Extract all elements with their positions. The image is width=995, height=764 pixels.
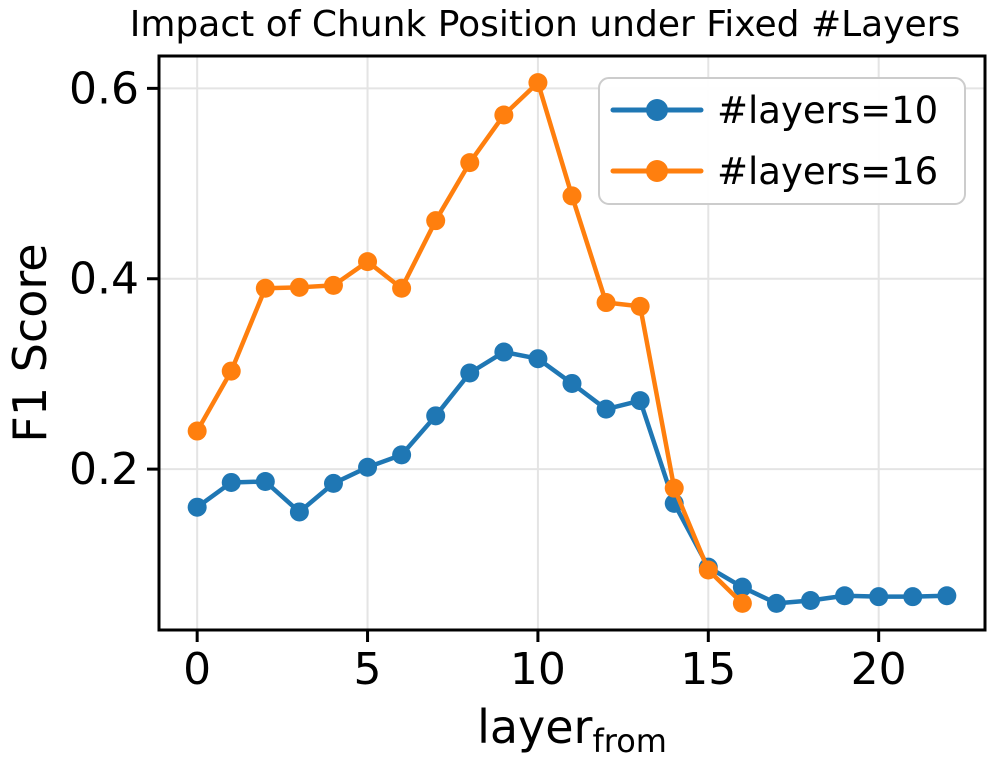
data-point-marker xyxy=(562,373,582,393)
x-tick-label: 15 xyxy=(680,644,736,695)
legend-marker xyxy=(646,160,668,182)
data-point-marker xyxy=(528,73,548,93)
data-point-marker xyxy=(494,105,514,125)
legend-label: #layers=16 xyxy=(717,150,938,193)
data-point-marker xyxy=(903,587,923,607)
data-point-marker xyxy=(869,587,889,607)
x-tick-label: 0 xyxy=(183,644,211,695)
y-tick-label: 0.4 xyxy=(69,254,139,305)
data-point-marker xyxy=(323,275,343,295)
data-point-marker xyxy=(460,363,480,383)
x-axis-label-main: layer xyxy=(477,700,593,754)
axes-frame xyxy=(157,54,987,632)
x-tick-label: 20 xyxy=(851,644,907,695)
data-point-marker xyxy=(630,391,650,411)
data-point-marker xyxy=(426,211,446,231)
data-point-marker xyxy=(562,186,582,206)
data-point-marker xyxy=(937,586,957,606)
legend-label: #layers=10 xyxy=(717,89,938,132)
data-point-marker xyxy=(630,296,650,316)
x-axis-label-subscript: from xyxy=(592,722,667,760)
data-point-marker xyxy=(732,577,752,597)
legend-marker xyxy=(646,99,668,121)
data-point-marker xyxy=(358,457,378,477)
data-point-marker xyxy=(766,593,786,613)
x-tick-label: 5 xyxy=(354,644,382,695)
data-point-marker xyxy=(494,342,514,362)
data-point-marker xyxy=(289,277,309,297)
y-tick-label: 0.2 xyxy=(69,444,139,495)
chart-title: Impact of Chunk Position under Fixed #La… xyxy=(129,4,961,45)
data-point-marker xyxy=(187,497,207,517)
x-axis-label: layerfrom xyxy=(159,700,985,760)
data-point-marker xyxy=(358,252,378,272)
data-point-marker xyxy=(221,472,241,492)
data-point-marker xyxy=(255,278,275,298)
data-point-marker xyxy=(835,586,855,606)
data-point-marker xyxy=(460,153,480,173)
y-tick-label: 0.6 xyxy=(69,63,139,114)
data-point-marker xyxy=(698,560,718,580)
data-point-marker xyxy=(221,361,241,381)
data-point-marker xyxy=(426,406,446,426)
data-point-marker xyxy=(664,478,684,498)
data-point-marker xyxy=(732,593,752,613)
data-point-marker xyxy=(801,590,821,610)
data-point-marker xyxy=(255,472,275,492)
data-point-marker xyxy=(392,278,412,298)
data-point-marker xyxy=(289,502,309,522)
data-point-marker xyxy=(392,445,412,465)
data-point-marker xyxy=(596,293,616,313)
data-point-marker xyxy=(596,399,616,419)
y-axis-label: F1 Score xyxy=(3,243,57,443)
x-tick-label: 10 xyxy=(510,644,566,695)
data-point-marker xyxy=(187,421,207,441)
data-point-marker xyxy=(323,473,343,493)
data-point-marker xyxy=(528,349,548,369)
